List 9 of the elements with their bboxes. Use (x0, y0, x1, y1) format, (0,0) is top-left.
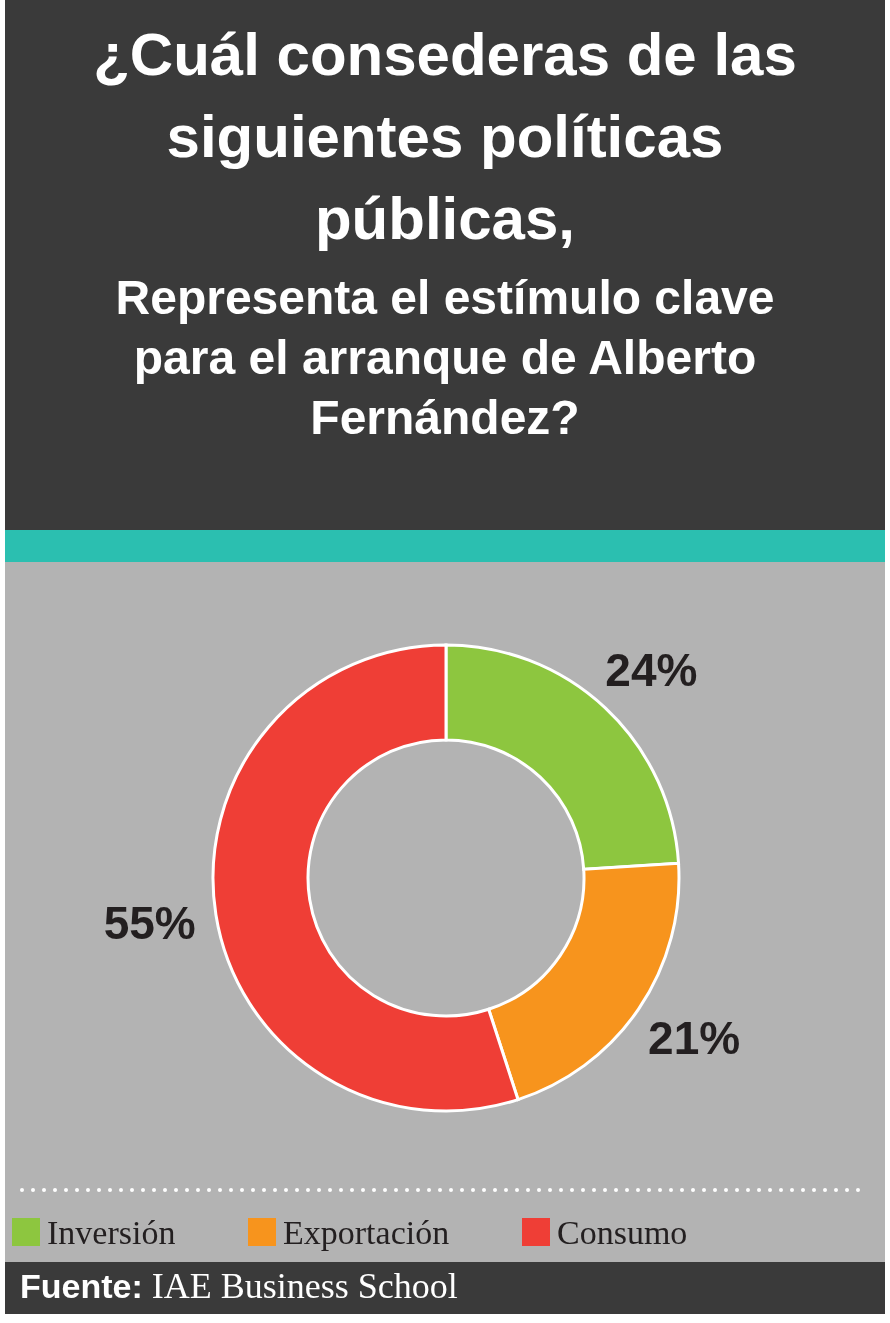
data-label: 55% (103, 896, 196, 949)
chart-subtitle: Representa el estímulo clave para el arranque de Alberto Fernández? (115, 271, 775, 444)
legend-label: Consumo (557, 1214, 688, 1251)
chart-title: ¿Cuál consederas de las siguientes políticas públicas, (93, 21, 797, 252)
data-label: 24% (605, 644, 698, 697)
source-note: Fuente: IAE Business School (20, 1266, 458, 1306)
legend-label: Inversión (47, 1214, 176, 1251)
data-label: 21% (648, 1012, 741, 1065)
legend-label: Exportación (283, 1214, 450, 1251)
